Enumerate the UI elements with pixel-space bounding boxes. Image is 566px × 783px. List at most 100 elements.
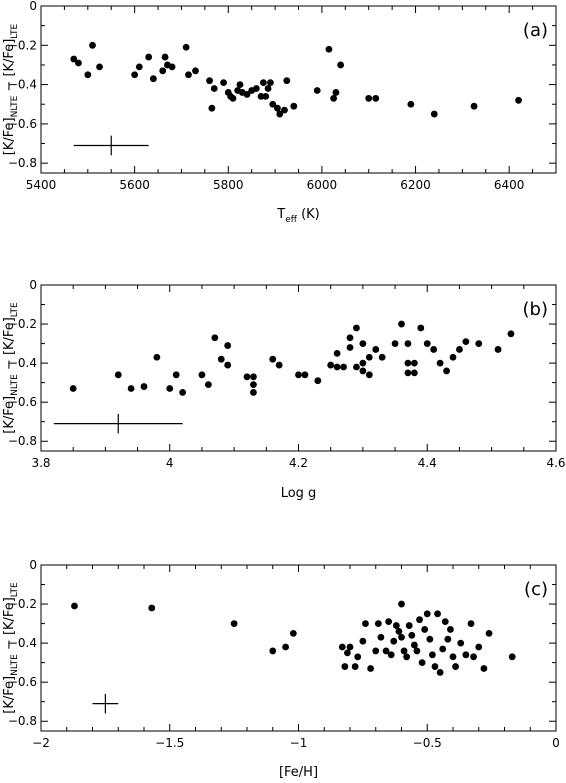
panel-a-point [131, 71, 139, 79]
panel-c-point [431, 663, 439, 670]
panel-b-point [410, 359, 418, 367]
panel-c-point [423, 610, 431, 618]
panel-a-ylabel-p3: − [K/Fe] [2, 39, 17, 96]
panel-c-point [457, 639, 465, 647]
panel-c-point [362, 620, 369, 627]
panel-a-point [192, 67, 199, 75]
panel-a-ylabel-p4: LTE [10, 23, 20, 38]
panel-c-point [508, 653, 516, 661]
panel-c-point [475, 643, 483, 651]
panel-b-point [217, 355, 225, 363]
panel-b-point [301, 371, 309, 379]
panel-c-point [418, 659, 426, 667]
panel-a-point [89, 41, 96, 49]
panel-c-point [410, 641, 418, 649]
panel-b-ylabel-p2: NLTE [10, 374, 20, 396]
panel-b-point [494, 346, 502, 353]
panel-c-ylabel-p3: − [K/Fe] [2, 597, 17, 654]
panel-c-ytick-label: −0.4 [8, 636, 37, 650]
panel-a-point [236, 81, 244, 88]
panel-b-point [69, 385, 77, 392]
panel-c-point [441, 618, 449, 626]
panel-b-point [507, 330, 515, 338]
panel-c-point [374, 620, 382, 627]
panel-b-point [359, 340, 367, 347]
panel-c-xtick-label: −1 [290, 736, 308, 750]
panel-b-point [475, 340, 483, 347]
panel-c-label: (c) [524, 579, 548, 600]
panel-c-point [439, 645, 447, 653]
panel-a-point [407, 100, 415, 108]
panel-a-point [337, 61, 345, 69]
panel-c-point [413, 647, 421, 655]
panel-b-point [333, 349, 341, 357]
panel-c-point [346, 643, 354, 651]
panel-a-point [281, 106, 288, 114]
panel-a-point [330, 94, 338, 102]
panel-a-point [220, 79, 227, 87]
panel-c-ytick-label: −0.8 [8, 714, 37, 728]
panel-c-point [480, 665, 488, 672]
panel-a-point [149, 75, 157, 83]
panel-c-point [282, 643, 290, 651]
panel-b: 3.8 4 4.2 4.4 4.6 0 −0.2 −0.4 −0.6 −0.8 (b) Log g [K… [2, 278, 566, 501]
panel-b-point [365, 371, 373, 379]
panel-a-point [252, 85, 260, 92]
panel-c-point [230, 620, 238, 627]
panel-b-xtick-label: 4 [166, 456, 174, 470]
panel-a-ytick-label: −0.4 [8, 78, 37, 92]
panel-c-ytick-label: −0.6 [8, 675, 37, 689]
panel-c-point [447, 626, 454, 633]
panel-c-point [403, 653, 411, 661]
panel-a-xlabel-sub: eff [285, 215, 298, 225]
panel-b-point [353, 324, 360, 332]
panel-b-point [140, 383, 148, 390]
panel-a-ytick-label: −0.6 [8, 117, 37, 131]
panel-a-point [332, 89, 340, 96]
panel-c-point [398, 633, 405, 641]
panel-b-point [114, 371, 122, 379]
panel-b-point [127, 385, 135, 392]
panel-a-label: (a) [523, 20, 548, 41]
panel-b-label: (b) [523, 299, 548, 320]
panel-a-point [75, 59, 82, 67]
panel-b-point [198, 371, 206, 379]
panel-a-point [267, 79, 274, 87]
panel-a-xlabel-unit: (K) [297, 207, 320, 222]
panel-b-xtick-label: 4.6 [546, 456, 565, 470]
panel-a-point [229, 94, 237, 102]
panel-a-point [210, 85, 218, 92]
panel-c-point [452, 663, 459, 670]
panel-a-xlabel: Teff (K) [276, 207, 320, 225]
panel-c-ylabel-p4: LTE [10, 582, 20, 597]
panel-b-point [275, 361, 283, 369]
panel-b-point [462, 338, 470, 346]
panel-a-point [372, 94, 380, 102]
panel-b-point [172, 371, 180, 379]
panel-c-point [421, 626, 429, 633]
panel-a-ylabel: [K/Fe]NLTE − [K/Fe]LTE [2, 23, 20, 155]
panel-a-xtick-label: 6000 [307, 178, 338, 192]
panel-b-point [398, 320, 405, 328]
panel-a-point [70, 55, 78, 63]
panel-a-point [313, 87, 321, 94]
panel-c-point [269, 647, 277, 655]
panel-c-point [436, 669, 444, 676]
panel-b-ylabel-p4: LTE [10, 302, 20, 317]
panel-c-point [71, 602, 78, 610]
panel-a-point [185, 71, 192, 79]
panel-b-point [346, 344, 354, 351]
panel-b-point [153, 353, 161, 361]
panel-b-point [224, 342, 232, 349]
panel-c-point [351, 663, 359, 670]
panel-b-point [314, 377, 322, 385]
panel-a-point [269, 100, 277, 108]
panel-c-ylabel-p2: NLTE [10, 654, 20, 676]
panel-b-point [224, 361, 232, 369]
panel-b-point [423, 340, 431, 347]
panel-c-point [377, 633, 385, 641]
panel-a: 5400 5600 5800 6000 6200 6400 0 −0.2 −0.4 −0.6 −0.… [2, 0, 557, 225]
panel-a-point [243, 91, 251, 98]
panel-b-point [430, 346, 438, 353]
panel-b-point [243, 373, 251, 381]
